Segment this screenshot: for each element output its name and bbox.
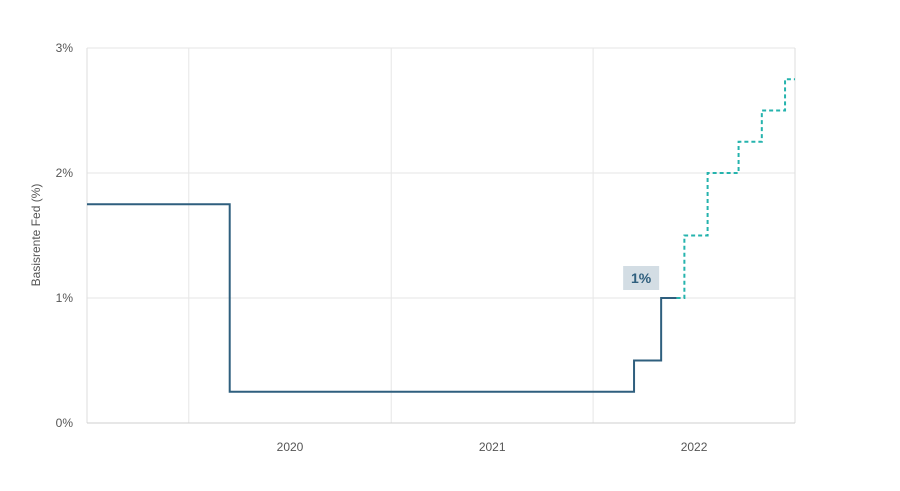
projected-rate-line [676,78,795,299]
y-tick-label: 3% [56,41,74,55]
actual-rate-line [87,203,677,393]
annotation-label: 1% [631,270,652,286]
grid [87,47,795,424]
axes: 0% 1% 2% 3% 2020 2021 2022 [56,41,796,454]
annotation-layer: 1% [623,266,660,290]
series-layer [87,78,795,393]
y-tick-label: 1% [56,291,74,305]
x-tick-label: 2022 [681,440,708,454]
y-tick-label: 2% [56,166,74,180]
y-tick-label: 0% [56,416,74,430]
y-axis-title: Basisrente Fed (%) [29,184,43,287]
annotation-badge [623,266,660,290]
x-tick-label: 2020 [277,440,304,454]
x-tick-label: 2021 [479,440,506,454]
